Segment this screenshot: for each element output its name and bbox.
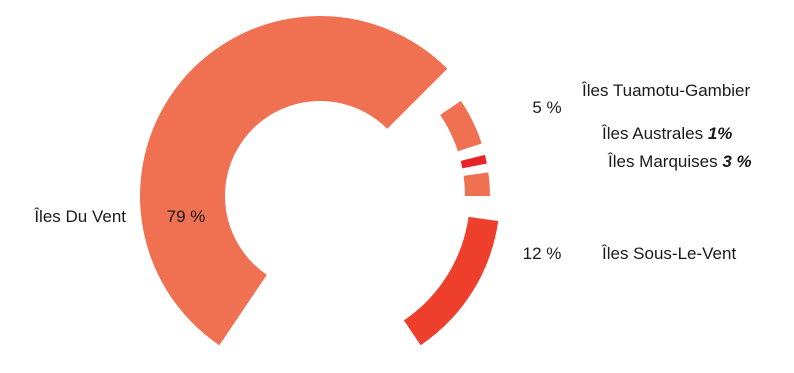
slice-iles-sous-le-vent [403, 216, 499, 346]
category-label-iles-du-vent: Îles Du Vent [33, 207, 126, 226]
value-label-iles-du-vent: 79 % [167, 207, 206, 226]
slice-iles-australes [460, 154, 487, 169]
category-label-iles-australes: Îles Australes [601, 124, 703, 143]
category-label-iles-marquises: Îles Marquises [607, 152, 718, 171]
slice-iles-du-vent [140, 16, 448, 346]
category-label-iles-tuamotu-gambier: Îles Tuamotu-Gambier [581, 81, 751, 100]
value-label-iles-australes: 1% [708, 124, 733, 143]
slice-iles-marquises [463, 172, 490, 196]
value-label-iles-sous-le-vent: 12 % [523, 244, 562, 263]
value-label-iles-tuamotu-gambier: 5 % [532, 98, 561, 117]
category-label-iles-australes-group: Îles Australes 1% [601, 124, 732, 143]
slice-iles-tuamotu-gambier [440, 100, 482, 152]
category-label-iles-sous-le-vent: Îles Sous-Le-Vent [601, 244, 736, 263]
value-label-iles-marquises: 3 % [722, 152, 751, 171]
category-label-iles-marquises-group: Îles Marquises 3 % [607, 152, 752, 171]
